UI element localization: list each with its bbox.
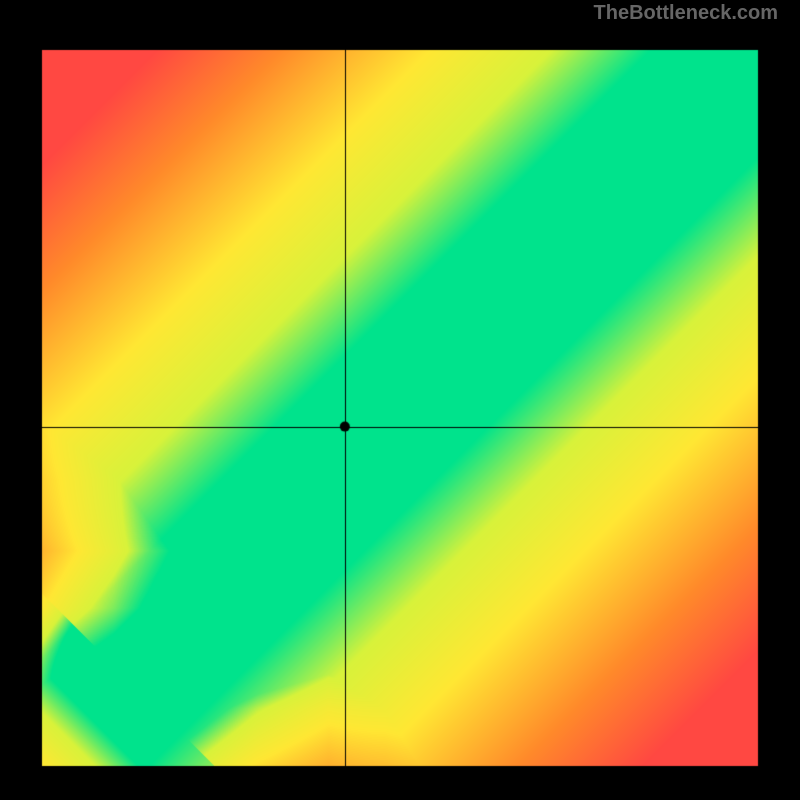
- chart-container: TheBottleneck.com: [0, 0, 800, 800]
- watermark-text: TheBottleneck.com: [594, 2, 778, 25]
- heatmap-canvas: [0, 0, 800, 800]
